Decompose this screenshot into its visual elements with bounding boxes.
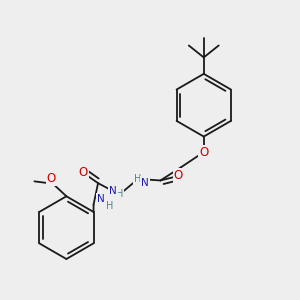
Text: O: O xyxy=(47,172,56,185)
Text: H: H xyxy=(106,201,114,211)
Text: N: N xyxy=(109,186,117,196)
Text: N: N xyxy=(141,178,148,188)
Text: O: O xyxy=(174,169,183,182)
Text: H: H xyxy=(134,174,142,184)
Text: O: O xyxy=(199,146,208,159)
Text: O: O xyxy=(79,166,88,179)
Text: N: N xyxy=(97,194,105,204)
Text: H: H xyxy=(116,190,123,200)
